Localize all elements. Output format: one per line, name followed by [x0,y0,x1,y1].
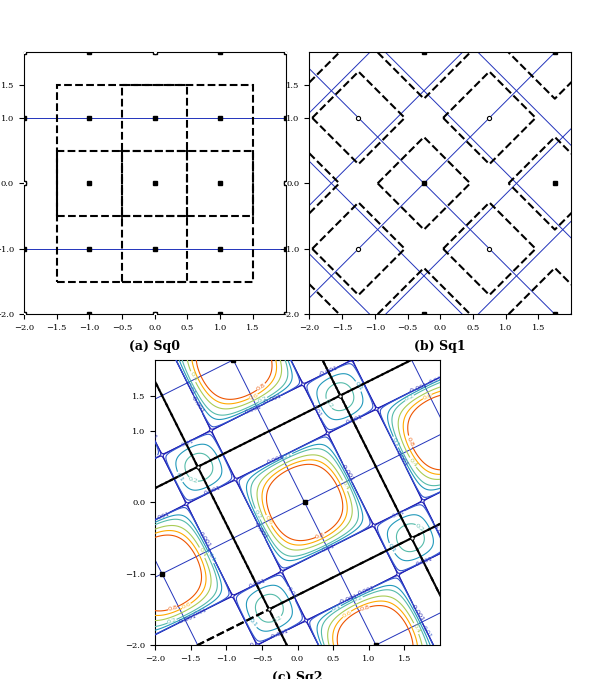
Text: 0.2: 0.2 [323,399,334,409]
Text: (a) Sq0: (a) Sq0 [129,340,180,353]
Text: 0.01: 0.01 [428,375,443,385]
Text: 0.001: 0.001 [248,578,267,589]
Text: -0.001: -0.001 [340,463,355,483]
Text: 0.01: 0.01 [180,438,195,447]
Text: 0.2: 0.2 [353,595,364,603]
Text: 0.1: 0.1 [148,440,154,451]
Text: 0.8: 0.8 [406,436,415,447]
Text: 0.001: 0.001 [394,450,409,468]
Text: 0.6: 0.6 [422,392,433,401]
Text: 0.4: 0.4 [412,623,421,634]
Text: 0.8: 0.8 [167,605,178,612]
Bar [187,151,253,216]
Text: -0.001: -0.001 [318,365,339,378]
Bar [122,151,187,216]
Bar [122,85,187,151]
Text: 0.1: 0.1 [281,350,290,361]
Text: 0.8: 0.8 [315,532,325,540]
Text: 0.001: 0.001 [342,353,361,363]
Text: 0.001: 0.001 [415,555,434,566]
Text: 0.01: 0.01 [391,509,406,519]
Text: 0.01: 0.01 [311,404,323,418]
Text: -0.001: -0.001 [409,603,425,622]
Text: -0.001: -0.001 [177,613,198,625]
Text: 0.1: 0.1 [353,381,364,392]
Text: 0.6: 0.6 [181,602,192,610]
Text: 0.01: 0.01 [286,586,298,600]
Text: 0.1: 0.1 [282,452,293,460]
Text: 0.001: 0.001 [143,423,158,441]
Text: 0.1: 0.1 [206,552,216,564]
Text: 0.2: 0.2 [272,615,283,624]
Text: 0.4: 0.4 [188,371,198,382]
Text: 0.1: 0.1 [387,543,397,554]
Text: -0.001: -0.001 [263,394,283,405]
Text: 0.4: 0.4 [408,457,418,468]
Text: 0.1: 0.1 [248,618,258,628]
Text: 0.4: 0.4 [340,480,350,492]
Text: 0.01: 0.01 [421,625,433,639]
Text: 0.2: 0.2 [187,476,199,484]
Text: 0.001: 0.001 [345,414,364,426]
Text: -0.001: -0.001 [190,394,206,414]
Text: -0.001: -0.001 [253,521,269,540]
Text: 0.001: 0.001 [248,642,267,652]
Text: 0.2: 0.2 [404,393,415,402]
Text: 0.01: 0.01 [240,646,255,655]
Text: 0.001: 0.001 [244,404,262,415]
Text: -0.001: -0.001 [270,628,290,640]
Bar [122,216,187,282]
Text: 0.8: 0.8 [359,605,371,612]
Text: 0.2: 0.2 [257,396,268,404]
Text: -0.001: -0.001 [408,382,429,394]
Text: 0.001: 0.001 [357,585,376,596]
Text: 0.01: 0.01 [145,454,159,464]
Text: 0.1: 0.1 [391,437,400,447]
Text: 0.4: 0.4 [198,547,207,558]
Text: 0.01: 0.01 [354,350,369,359]
Text: 0.6: 0.6 [248,392,259,401]
Text: 0.6: 0.6 [342,610,352,619]
Text: 0.2: 0.2 [414,523,425,532]
Bar [57,85,253,282]
Text: (b) Sq1: (b) Sq1 [415,340,466,353]
Text: 0.01: 0.01 [193,607,208,617]
Text: 0.001: 0.001 [203,485,223,496]
Text: 0.01: 0.01 [184,382,197,397]
Text: 0.2: 0.2 [167,617,177,625]
Text: 0.001: 0.001 [267,454,285,465]
Text: 0.001: 0.001 [198,531,212,549]
Text: 0.1: 0.1 [175,472,185,483]
Text: -0.001: -0.001 [431,522,446,542]
Text: 0.01: 0.01 [321,543,336,553]
Text: (c) Sq2: (c) Sq2 [273,671,322,679]
Text: 0.2: 0.2 [253,509,262,519]
Bar [57,151,122,216]
Text: -0.001: -0.001 [151,511,171,523]
Text: 0.8: 0.8 [255,382,267,392]
Text: -0.001: -0.001 [338,593,359,605]
Text: 0.1: 0.1 [331,604,342,612]
Text: 0.6: 0.6 [264,515,274,526]
